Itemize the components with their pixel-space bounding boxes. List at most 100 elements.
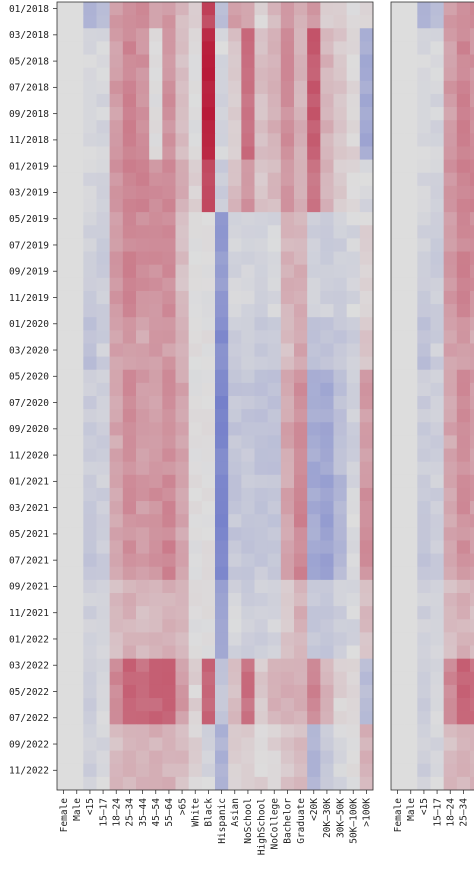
heatmap-cell <box>96 54 111 69</box>
heatmap-cell <box>57 238 71 252</box>
heatmap-cell <box>96 501 111 515</box>
heatmap-cell <box>359 684 374 699</box>
heatmap-cell <box>254 41 269 55</box>
heatmap-cell <box>96 290 111 305</box>
heatmap-cell <box>241 120 255 134</box>
heatmap-cell <box>320 711 334 725</box>
heatmap-cell <box>430 93 445 108</box>
heatmap-cell <box>417 422 431 436</box>
heatmap-cell <box>201 553 216 568</box>
heatmap-cell <box>188 185 203 200</box>
heatmap-cell <box>417 763 431 778</box>
heatmap-cell <box>149 593 163 607</box>
heatmap-cell <box>267 763 282 778</box>
heatmap-cell <box>346 711 361 725</box>
heatmap-cell <box>83 593 97 607</box>
heatmap-cell <box>149 304 163 318</box>
x-axis-ticks-right: Female Male <15 15–17 18–24 25–34 <box>393 790 470 832</box>
heatmap-cell <box>294 527 308 541</box>
heatmap-cell <box>136 750 150 765</box>
x-tick-label: 15–17 <box>98 798 109 827</box>
heatmap-cell <box>430 671 445 686</box>
heatmap-cell <box>96 2 111 16</box>
heatmap-cell <box>456 409 471 423</box>
heatmap-cell <box>241 724 255 738</box>
heatmap-cell <box>404 658 418 673</box>
heatmap-cell <box>96 251 111 266</box>
heatmap-cell <box>359 159 374 174</box>
heatmap-cell <box>136 763 150 778</box>
heatmap-cell <box>267 619 282 633</box>
heatmap-cell <box>456 684 471 699</box>
heatmap-cell <box>404 356 418 371</box>
heatmap-cell <box>333 527 348 541</box>
y-tick-label: 09/2018 <box>9 109 49 120</box>
heatmap-cell <box>307 15 321 29</box>
x-tick-label: 35–44 <box>138 798 149 827</box>
heatmap-cell <box>267 501 282 515</box>
heatmap-cell <box>391 238 405 252</box>
heatmap-cell <box>307 448 321 463</box>
heatmap-cell <box>417 487 431 502</box>
heatmap-cell <box>57 41 71 55</box>
heatmap-cell <box>149 120 163 134</box>
heatmap-cell <box>228 448 242 463</box>
heatmap-cell <box>83 501 97 515</box>
heatmap-cell <box>333 133 348 147</box>
heatmap-cell <box>254 448 269 463</box>
heatmap-cell <box>149 93 163 108</box>
heatmap-cell <box>109 737 124 751</box>
heatmap-cell <box>307 396 321 410</box>
heatmap-cell <box>280 645 295 660</box>
heatmap-cell <box>307 290 321 305</box>
y-tick-label: 01/2021 <box>9 477 49 488</box>
heatmap-cell <box>404 277 418 292</box>
heatmap-cell <box>215 724 229 738</box>
heatmap-cell <box>109 684 124 699</box>
heatmap-cell <box>83 566 97 581</box>
heatmap-cell <box>254 474 269 489</box>
heatmap-cell <box>320 435 334 449</box>
heatmap-cell <box>404 225 418 239</box>
heatmap-cell <box>391 264 405 279</box>
heatmap-cell <box>109 724 124 738</box>
heatmap-cell <box>215 540 229 554</box>
heatmap-cell <box>136 737 150 751</box>
heatmap-cell <box>188 382 203 397</box>
heatmap-cell <box>83 185 97 200</box>
heatmap-cell <box>228 317 242 331</box>
heatmap-cell <box>359 527 374 541</box>
heatmap-cell <box>188 619 203 633</box>
heatmap-cell <box>430 593 445 607</box>
heatmap-cell <box>122 28 137 42</box>
heatmap-cell <box>96 343 111 357</box>
heatmap-cell <box>470 28 474 42</box>
heatmap-cell <box>470 172 474 187</box>
heatmap-cell <box>136 487 150 502</box>
heatmap-cell <box>188 645 203 660</box>
heatmap-cell <box>57 15 71 29</box>
heatmap-cell <box>280 317 295 331</box>
heatmap-cell <box>443 461 458 476</box>
heatmap-cell <box>430 317 445 331</box>
heatmap-cell <box>404 107 418 121</box>
heatmap-cell <box>254 776 269 791</box>
heatmap-cell <box>391 41 405 55</box>
heatmap-cell <box>280 238 295 252</box>
heatmap-cell <box>359 553 374 568</box>
heatmap-cell <box>175 41 190 55</box>
heatmap-cell <box>346 487 361 502</box>
heatmap-cell <box>188 724 203 738</box>
heatmap-cell <box>70 93 84 108</box>
x-tick-label: 18–24 <box>446 798 457 827</box>
heatmap-cell <box>417 501 431 515</box>
heatmap-cell <box>83 632 97 646</box>
heatmap-cell <box>228 737 242 751</box>
heatmap-cell <box>456 501 471 515</box>
heatmap-cell <box>83 80 97 95</box>
heatmap-cell <box>456 396 471 410</box>
heatmap-cell <box>149 356 163 371</box>
heatmap-cell <box>391 684 405 699</box>
heatmap-cell <box>149 750 163 765</box>
heatmap-cell <box>122 501 137 515</box>
